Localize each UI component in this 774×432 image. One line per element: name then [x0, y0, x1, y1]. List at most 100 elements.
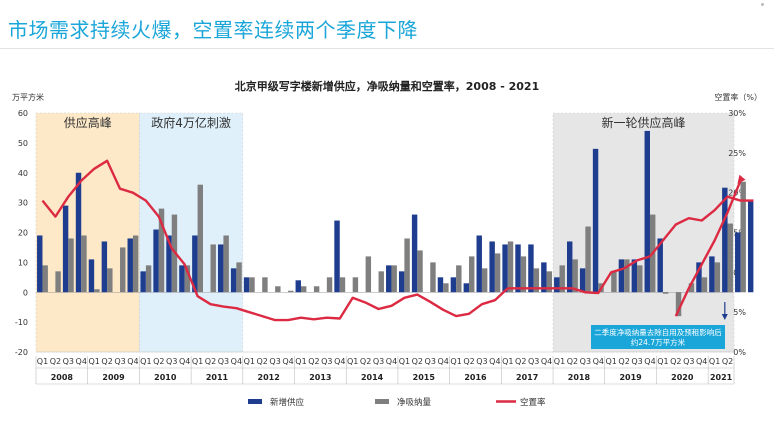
left-axis-label: 万平方米 — [12, 92, 44, 102]
quarter-tick-label: Q1 — [295, 357, 306, 366]
quarter-tick-label: Q4 — [386, 357, 397, 366]
supply-bar — [230, 268, 237, 293]
absorption-bar — [184, 265, 191, 293]
absorption-bar — [81, 235, 87, 293]
quarter-tick-label: Q2 — [257, 357, 268, 366]
right-tick-label: 25% — [728, 149, 746, 158]
quarter-tick-label: Q3 — [683, 357, 694, 366]
supply-bar — [722, 187, 728, 293]
supply-bar — [398, 271, 405, 293]
quarter-tick-label: Q4 — [127, 357, 138, 366]
supply-bar — [515, 244, 521, 293]
absorption-bar — [662, 292, 669, 294]
legend-swatch-0 — [248, 399, 262, 404]
region-shade-0 — [35, 112, 140, 353]
year-label: 2013 — [309, 373, 331, 382]
quarter-tick-label: Q3 — [166, 357, 177, 366]
supply-bar — [735, 232, 741, 293]
supply-bar — [476, 235, 482, 293]
absorption-bar — [68, 238, 74, 293]
absorption-bar — [481, 268, 488, 293]
absorption-bar — [559, 265, 565, 293]
absorption-bar — [339, 277, 346, 293]
quarter-tick-label: Q3 — [373, 357, 384, 366]
supply-bar — [75, 172, 82, 293]
right-axis-label: 空置率（%） — [714, 92, 762, 102]
supply-bar — [153, 229, 159, 293]
absorption-bar — [740, 181, 746, 293]
quarter-tick-label: Q3 — [631, 357, 642, 366]
absorption-bar — [352, 277, 359, 293]
absorption-bar — [94, 289, 100, 293]
supply-bar — [644, 130, 650, 293]
supply-bar — [243, 277, 250, 293]
absorption-bar — [494, 253, 501, 293]
supply-bar — [334, 220, 340, 293]
quarter-tick-label: Q1 — [244, 357, 255, 366]
absorption-bar — [585, 226, 591, 293]
quarter-tick-label: Q4 — [334, 357, 345, 366]
title-divider — [0, 48, 774, 49]
supply-bar — [101, 241, 108, 293]
absorption-bar — [624, 259, 630, 293]
quarter-tick-label: Q1 — [192, 357, 203, 366]
quarter-tick-label: Q4 — [231, 357, 242, 366]
supply-bar — [657, 238, 663, 293]
supply-bar — [502, 244, 508, 293]
absorption-bar — [55, 271, 61, 293]
absorption-bar — [210, 244, 216, 293]
vacancy-line-0 — [41, 159, 754, 322]
absorption-bar — [326, 277, 333, 293]
absorption-bar — [469, 256, 475, 293]
absorption-bar — [249, 277, 255, 293]
absorption-bar — [611, 271, 617, 293]
supply-bar — [696, 262, 702, 293]
callout-box — [591, 325, 725, 349]
slide-title: 市场需求持续火爆，空置率连续两个季度下降 — [8, 18, 418, 42]
supply-bar — [411, 214, 418, 293]
absorption-bar — [365, 256, 372, 293]
absorption-bar — [688, 283, 695, 293]
supply-bar — [747, 199, 754, 293]
quarter-tick-label: Q3 — [63, 357, 74, 366]
absorption-bar — [727, 223, 733, 293]
left-tick-label: -20 — [15, 348, 28, 357]
absorption-bar — [275, 286, 281, 293]
quarter-tick-label: Q1 — [88, 357, 99, 366]
right-tick-label: 30% — [728, 109, 746, 118]
absorption-bar — [572, 259, 578, 293]
quarter-tick-label: Q2 — [153, 357, 164, 366]
supply-bar — [566, 241, 573, 293]
supply-bar — [217, 244, 224, 293]
absorption-bar — [107, 268, 113, 293]
supply-bar — [192, 235, 198, 293]
supply-bar — [37, 235, 43, 293]
year-label: 2015 — [413, 373, 436, 382]
absorption-bar — [714, 262, 721, 293]
supply-bar — [592, 148, 599, 293]
absorption-bar — [637, 265, 643, 293]
absorption-bar — [430, 262, 436, 293]
chart-title: 北京甲级写字楼新增供应，净吸纳量和空置率，2008 - 2021 — [235, 79, 539, 93]
absorption-bar — [197, 184, 204, 293]
quarter-tick-label: Q1 — [347, 357, 358, 366]
quarter-tick-label: Q1 — [709, 357, 720, 366]
quarter-tick-label: Q2 — [50, 357, 61, 366]
supply-bar — [579, 268, 586, 293]
quarter-tick-label: Q4 — [76, 357, 87, 366]
absorption-bar — [288, 290, 294, 293]
quarter-tick-label: Q1 — [606, 357, 617, 366]
supply-bar — [631, 259, 638, 293]
absorption-bar — [145, 265, 152, 293]
year-label: 2019 — [619, 373, 642, 382]
quarter-tick-label: Q1 — [554, 357, 565, 366]
supply-bar — [618, 259, 625, 293]
quarter-tick-label: Q1 — [502, 357, 513, 366]
year-label: 2012 — [258, 373, 280, 382]
quarter-tick-label: Q4 — [541, 357, 552, 366]
absorption-bar — [443, 283, 449, 293]
absorption-bar — [262, 277, 268, 293]
absorption-bar — [158, 208, 165, 293]
absorption-bar — [675, 292, 682, 317]
